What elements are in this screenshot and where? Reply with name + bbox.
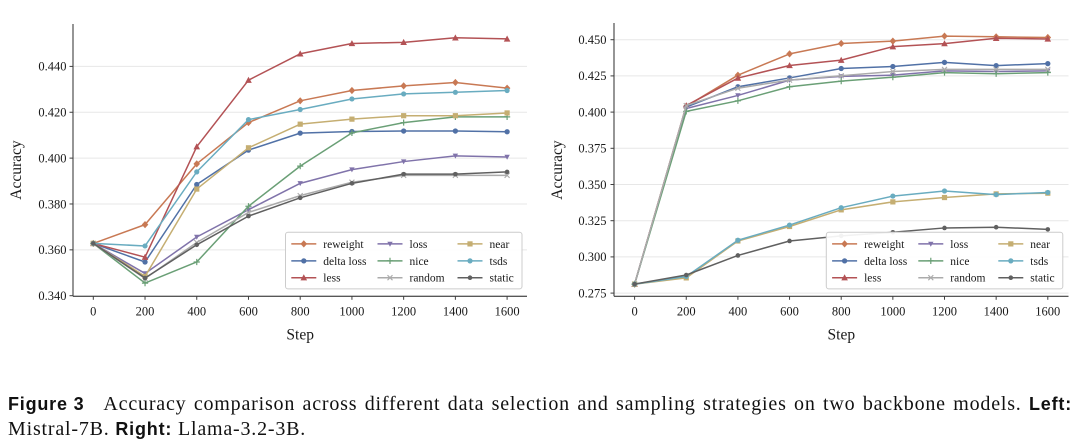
svg-text:near: near — [490, 239, 510, 251]
svg-text:1200: 1200 — [391, 305, 416, 319]
svg-text:reweight: reweight — [323, 239, 364, 251]
svg-text:near: near — [1030, 239, 1050, 251]
svg-text:800: 800 — [832, 305, 851, 319]
svg-text:400: 400 — [187, 305, 206, 319]
svg-text:static: static — [1030, 273, 1054, 285]
svg-text:reweight: reweight — [864, 239, 905, 251]
svg-text:1600: 1600 — [1035, 305, 1060, 319]
svg-text:0.440: 0.440 — [38, 60, 66, 74]
svg-text:less: less — [864, 273, 882, 285]
svg-text:1400: 1400 — [443, 305, 468, 319]
svg-text:random: random — [950, 273, 985, 285]
svg-text:Accuracy: Accuracy — [549, 140, 566, 200]
svg-text:0.300: 0.300 — [578, 250, 606, 264]
svg-text:200: 200 — [677, 305, 696, 319]
svg-text:1000: 1000 — [339, 305, 364, 319]
svg-text:random: random — [410, 273, 445, 285]
svg-text:loss: loss — [950, 239, 968, 251]
svg-text:tsds: tsds — [490, 256, 508, 268]
svg-text:600: 600 — [239, 305, 258, 319]
svg-text:static: static — [490, 273, 514, 285]
svg-text:1600: 1600 — [495, 305, 520, 319]
svg-text:0.400: 0.400 — [578, 105, 606, 119]
svg-text:0.360: 0.360 — [38, 243, 66, 257]
svg-text:0.400: 0.400 — [38, 151, 66, 165]
svg-text:1400: 1400 — [984, 305, 1009, 319]
svg-text:Step: Step — [286, 327, 314, 344]
svg-text:tsds: tsds — [1030, 256, 1048, 268]
svg-text:0.375: 0.375 — [578, 142, 606, 156]
svg-text:delta loss: delta loss — [323, 256, 367, 268]
svg-text:0.275: 0.275 — [578, 286, 606, 300]
svg-text:0.420: 0.420 — [38, 106, 66, 120]
svg-text:0.450: 0.450 — [578, 33, 606, 47]
svg-text:nice: nice — [410, 256, 429, 268]
svg-text:1000: 1000 — [880, 305, 905, 319]
svg-text:0.340: 0.340 — [38, 289, 66, 303]
svg-text:600: 600 — [780, 305, 799, 319]
svg-text:delta loss: delta loss — [864, 256, 908, 268]
svg-text:0.350: 0.350 — [578, 178, 606, 192]
svg-text:200: 200 — [136, 305, 155, 319]
svg-text:1200: 1200 — [932, 305, 957, 319]
svg-text:400: 400 — [729, 305, 748, 319]
svg-text:800: 800 — [291, 305, 310, 319]
svg-text:loss: loss — [410, 239, 428, 251]
svg-text:Accuracy: Accuracy — [8, 140, 25, 200]
svg-text:0.380: 0.380 — [38, 197, 66, 211]
svg-text:0: 0 — [631, 305, 637, 319]
svg-text:less: less — [323, 273, 341, 285]
svg-text:0: 0 — [90, 305, 96, 319]
svg-text:Step: Step — [828, 327, 856, 344]
svg-text:0.425: 0.425 — [578, 69, 606, 83]
svg-text:0.325: 0.325 — [578, 214, 606, 228]
svg-text:nice: nice — [950, 256, 969, 268]
